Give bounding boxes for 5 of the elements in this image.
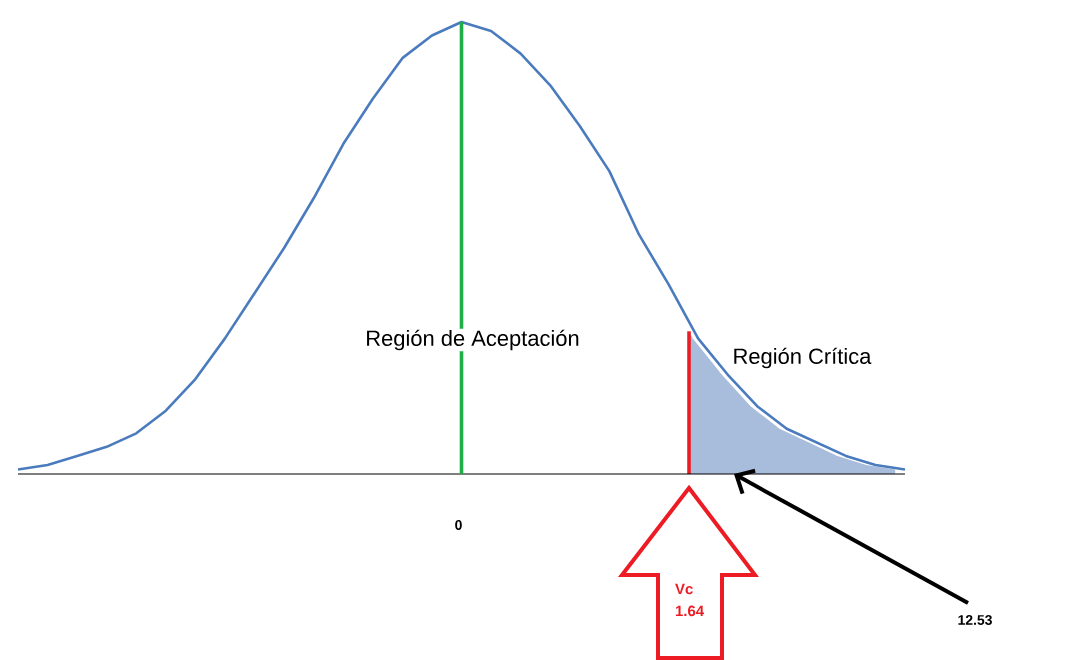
text: 0 (455, 520, 462, 530)
annotation: Región de Aceptación (367, 329, 579, 351)
text: Vc 1.64 (675, 583, 705, 617)
text: 12.53 (958, 615, 992, 625)
annotation: Región Crítica (734, 347, 872, 369)
